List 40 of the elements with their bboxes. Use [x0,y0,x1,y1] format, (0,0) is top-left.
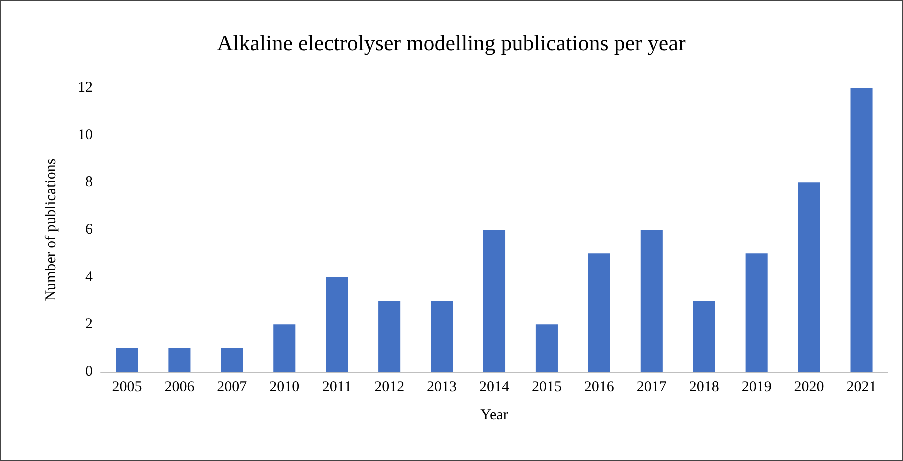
x-tick-label: 2017 [636,380,668,396]
bar [536,324,558,372]
bar [431,301,454,372]
bar [168,348,191,372]
bar [326,277,348,372]
chart-title: Alkaline electrolyser modelling publications per year [217,30,686,56]
bar [693,301,716,372]
x-tick-label: 2018 [689,380,720,396]
y-tick-label: 8 [86,174,93,191]
x-tick-label: 2012 [374,380,405,396]
y-tick-label: 12 [78,80,93,96]
x-tick-label: 2005 [112,380,142,396]
bar [378,301,401,372]
x-tick-label: 2013 [427,380,458,396]
x-tick-label: 2019 [742,380,772,396]
x-tick-label: 2010 [270,380,300,396]
y-tick-label: 6 [86,222,94,238]
y-tick-label: 2 [86,316,93,333]
y-axis-title: Number of publications [44,158,60,302]
x-tick-label: 2015 [532,380,562,396]
x-tick-label: 2021 [846,380,877,396]
bar [221,348,244,372]
y-tick-label: 10 [78,127,93,144]
y-tick-label: 0 [86,364,93,380]
x-tick-label: 2014 [480,380,510,396]
bar [798,182,820,372]
x-tick-label: 2007 [217,380,248,396]
bar [640,230,663,372]
x-tick-label: 2006 [164,380,196,396]
x-axis-title: Year [480,408,508,424]
x-tick-label: 2020 [794,380,824,396]
bar [116,348,138,372]
bar [746,254,768,372]
x-tick-label: 2016 [584,380,615,396]
x-tick-label: 2011 [322,380,352,396]
bar [850,88,873,372]
bar [588,254,610,372]
bar [483,230,506,372]
y-tick-label: 4 [86,269,94,286]
bar [274,324,296,372]
